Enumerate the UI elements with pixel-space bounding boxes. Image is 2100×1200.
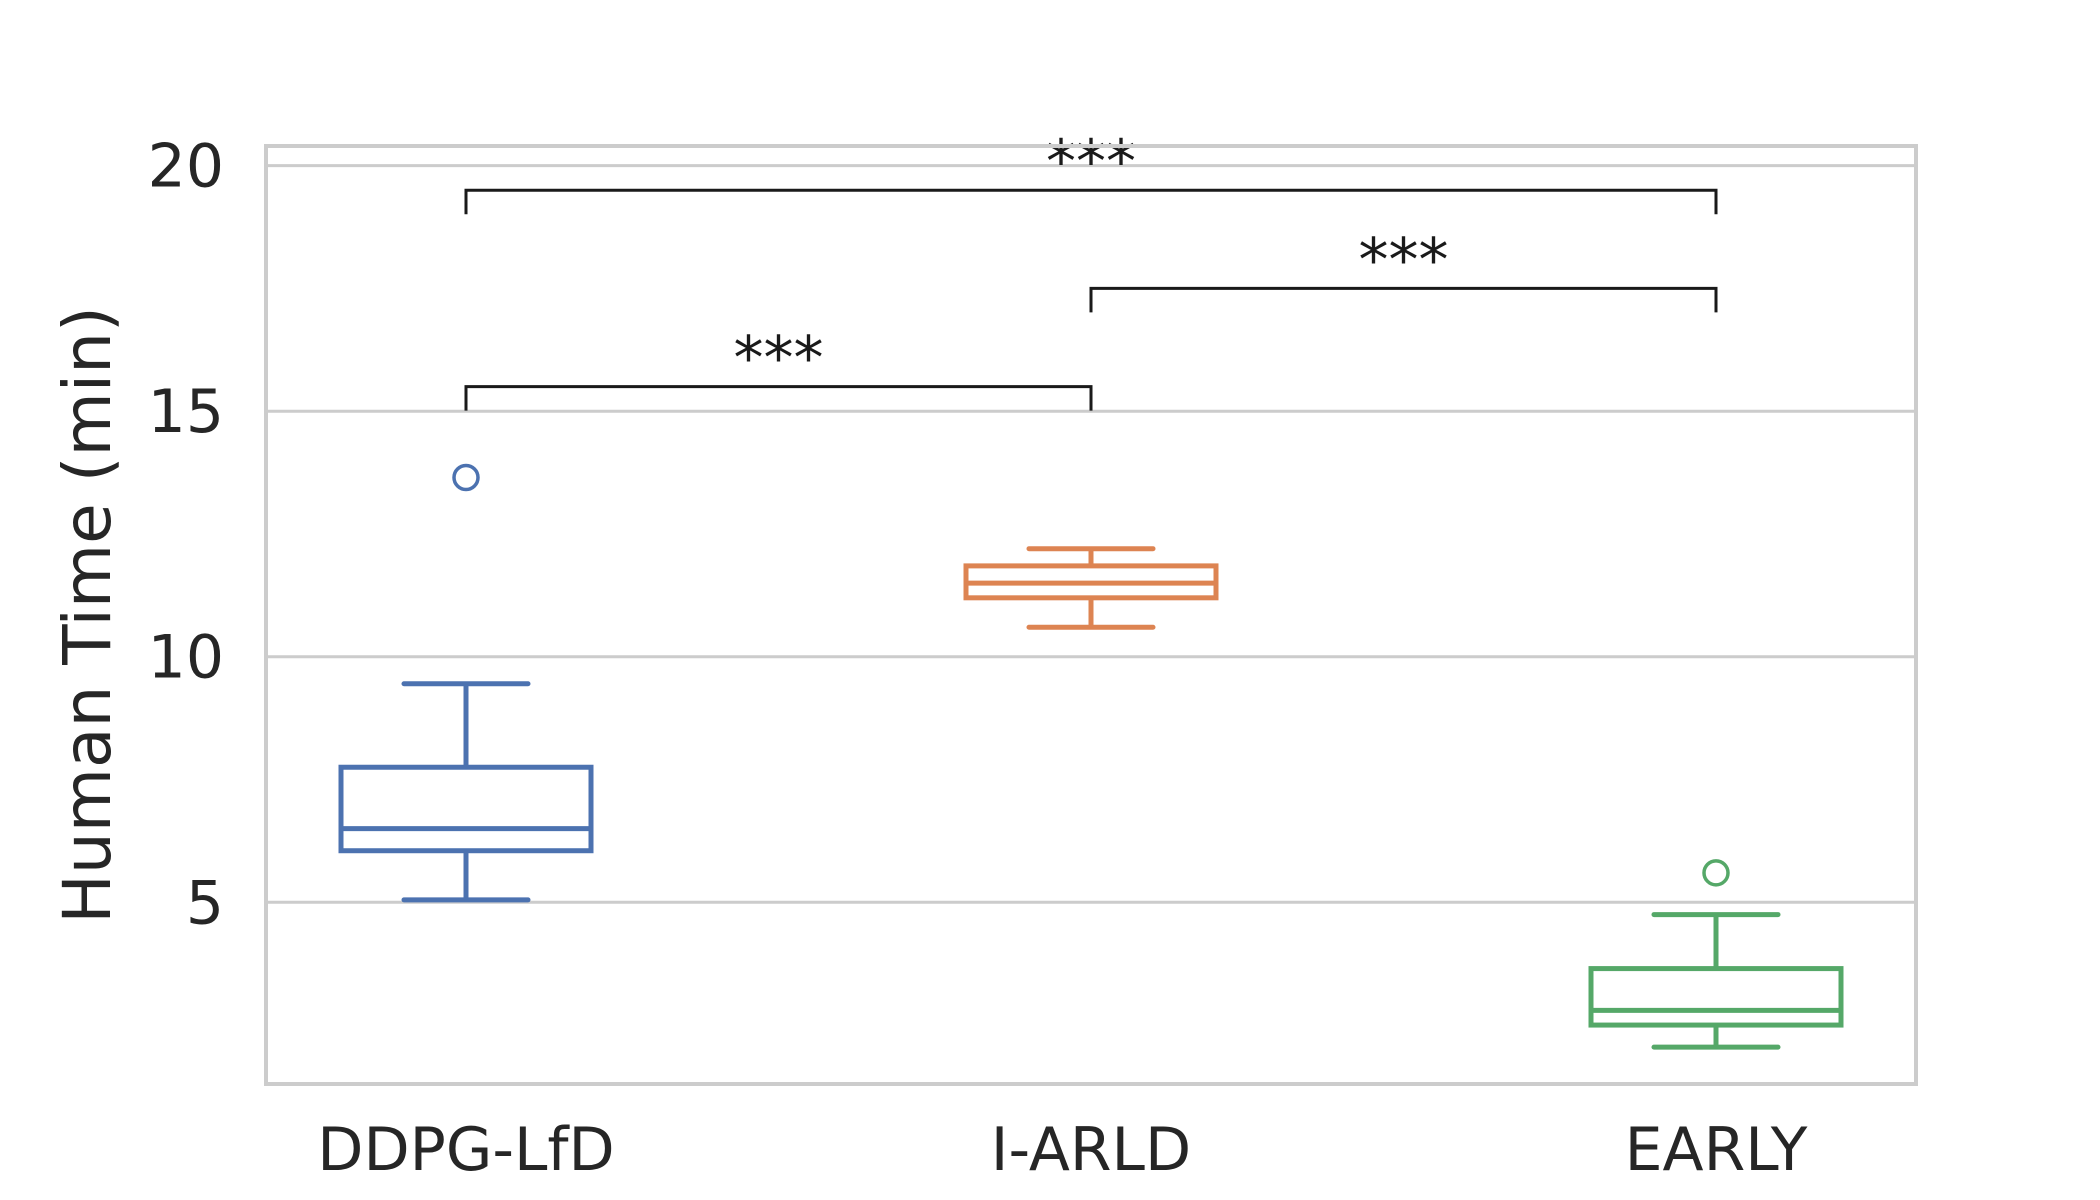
y-tick-label: 10: [148, 623, 224, 693]
significance-brackets: *** *** ***: [464, 127, 1718, 411]
plot-frame: [264, 144, 1918, 1086]
y-tick-label: 5: [186, 868, 224, 938]
iqr-box: [338, 764, 594, 854]
bracket-line: [464, 188, 1718, 215]
boxes: [338, 463, 1844, 1050]
y-axis-title: Human Time (min): [49, 306, 126, 923]
grid-lines: [266, 164, 1916, 904]
bracket-line: [464, 385, 1093, 411]
significance-label: ***: [1046, 127, 1136, 197]
significance-bracket: ***: [464, 127, 1718, 215]
box-ddpg-lfd: [338, 463, 594, 903]
x-tick-label: DDPG-LfD: [317, 1115, 614, 1185]
box-early: [1588, 859, 1844, 1050]
significance-bracket: ***: [1089, 225, 1718, 313]
iqr-box: [1588, 966, 1844, 1028]
bracket-line: [1089, 286, 1718, 313]
x-tick-label: EARLY: [1625, 1115, 1808, 1185]
outlier-point: [452, 463, 480, 492]
y-tick-label: 15: [148, 377, 224, 447]
x-tick-label: I-ARLD: [991, 1115, 1191, 1185]
tick-labels: 5 10 15 20 DDPG-LfD I-ARLD EARLY: [148, 132, 1808, 1185]
y-tick-label: 20: [148, 132, 224, 202]
box-i-arld: [963, 546, 1219, 630]
outlier-point: [1702, 859, 1730, 887]
significance-label: ***: [1359, 225, 1449, 295]
significance-label: ***: [734, 324, 824, 394]
significance-bracket: ***: [464, 324, 1093, 411]
